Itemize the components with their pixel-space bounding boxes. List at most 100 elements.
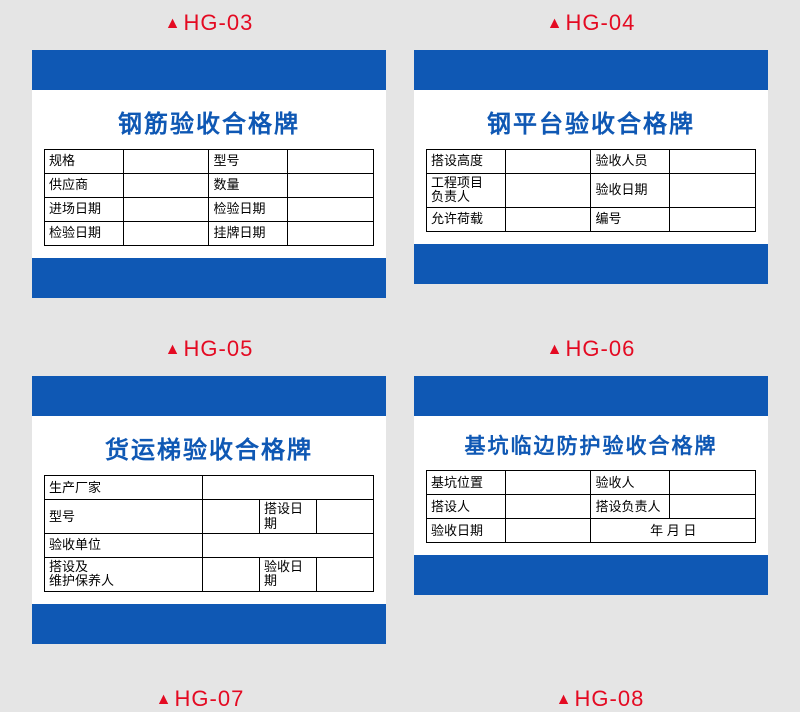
table-value-cell (288, 198, 374, 222)
blue-bar-top (414, 50, 768, 90)
table-label-cell: 验收日期 (591, 174, 670, 208)
table-row: 型号 搭设日期 (45, 500, 374, 534)
sign-title: 钢筋验收合格牌 (118, 104, 300, 139)
table-label-cell: 挂牌日期 (209, 222, 288, 246)
table-row: 搭设高度 验收人员 (427, 150, 756, 174)
table-label-cell: 型号 (45, 500, 203, 534)
table-row: 搭设及维护保养人验收日期 (45, 558, 374, 592)
blue-bar-bottom (32, 258, 386, 298)
table-value-cell (123, 150, 209, 174)
table-label-cell: 验收单位 (45, 534, 203, 558)
table-value-cell (202, 476, 373, 500)
code-text: HG-07 (175, 686, 245, 711)
table-value-cell (505, 174, 591, 208)
sign-title: 钢平台验收合格牌 (487, 104, 695, 139)
table-value-cell (505, 495, 591, 519)
cell-hg05: ▲HG-03 钢筋验收合格牌 规格型号供应商数量进场日期 检验日期检验日期挂牌日期 (18, 0, 400, 326)
sign-table-1: 规格型号供应商数量进场日期 检验日期检验日期挂牌日期 (44, 149, 374, 246)
sign-body: 基坑临边防护验收合格牌 基坑位置验收人搭设人搭设负责人验收日期年 月 日 (414, 416, 768, 555)
table-value-cell (670, 150, 756, 174)
blue-bar-bottom (32, 604, 386, 644)
blue-bar-top (414, 376, 768, 416)
table-label-cell: 搭设及维护保养人 (45, 558, 203, 592)
table-value-cell (505, 519, 591, 543)
table-value-cell (505, 471, 591, 495)
table-label-cell: 型号 (209, 150, 288, 174)
table-row: 进场日期 检验日期 (45, 198, 374, 222)
table-row: 检验日期挂牌日期 (45, 222, 374, 246)
cell-hg07: ▲HG-05 货运梯验收合格牌 生产厂家型号 搭设日期验收单位搭设及维护保养人验收… (18, 326, 400, 672)
code-label-mid-right: ▲HG-06 (547, 336, 636, 362)
table-row: 基坑位置 验收人 (427, 471, 756, 495)
table-value-cell (670, 471, 756, 495)
triangle-icon: ▲ (165, 15, 182, 32)
triangle-icon: ▲ (547, 341, 564, 358)
table-label-cell: 进场日期 (45, 198, 124, 222)
blue-bar-bottom (414, 244, 768, 284)
table-value-cell (123, 222, 209, 246)
blue-bar-top (32, 376, 386, 416)
table-row: 供应商数量 (45, 174, 374, 198)
triangle-icon: ▲ (156, 691, 173, 708)
sign-card-1: 钢筋验收合格牌 规格型号供应商数量进场日期 检验日期检验日期挂牌日期 (32, 50, 386, 298)
cell-hg08: ▲HG-06 基坑临边防护验收合格牌 基坑位置验收人搭设人搭设负责人验收日期年 … (400, 326, 782, 672)
sign-title: 货运梯验收合格牌 (105, 430, 313, 465)
sign-grid: ▲HG-03 钢筋验收合格牌 规格型号供应商数量进场日期检验日期检验日期挂牌日期… (0, 0, 800, 672)
table-value-cell (123, 174, 209, 198)
table-label-cell: 验收人 (591, 471, 670, 495)
table-value-cell (202, 558, 259, 592)
sign-card-4: 基坑临边防护验收合格牌 基坑位置验收人搭设人搭设负责人验收日期年 月 日 (414, 376, 768, 595)
table-value-cell (288, 150, 374, 174)
sign-table-2: 搭设高度 验收人员工程项目负责人 验收日期允许荷载 编号 (426, 149, 756, 232)
table-label-cell: 检验日期 (209, 198, 288, 222)
sign-card-2: 钢平台验收合格牌 搭设高度 验收人员工程项目负责人 验收日期允许荷载 编号 (414, 50, 768, 284)
table-row: 生产厂家 (45, 476, 374, 500)
cell-hg06: ▲HG-04 钢平台验收合格牌 搭设高度 验收人员工程项目负责人 验收日期允许荷载 编… (400, 0, 782, 326)
table-label-cell: 年 月 日 (591, 519, 756, 543)
code-text: HG-08 (575, 686, 645, 711)
sign-card-3: 货运梯验收合格牌 生产厂家型号 搭设日期验收单位搭设及维护保养人验收日期 (32, 376, 386, 643)
table-value-cell (505, 150, 591, 174)
table-value-cell (202, 534, 373, 558)
table-label-cell: 基坑位置 (427, 471, 506, 495)
code-text: HG-05 (184, 336, 254, 361)
code-label-top-left: ▲HG-03 (165, 10, 254, 36)
table-label-cell: 允许荷载 (427, 207, 506, 231)
triangle-icon: ▲ (165, 341, 182, 358)
sign-body: 钢平台验收合格牌 搭设高度 验收人员工程项目负责人 验收日期允许荷载 编号 (414, 90, 768, 244)
table-row: 搭设人搭设负责人 (427, 495, 756, 519)
sign-table-3: 生产厂家型号 搭设日期验收单位搭设及维护保养人验收日期 (44, 475, 374, 591)
table-label-cell: 搭设高度 (427, 150, 506, 174)
triangle-icon: ▲ (556, 691, 573, 708)
table-row: 验收单位 (45, 534, 374, 558)
table-value-cell (123, 198, 209, 222)
code-text: HG-04 (566, 10, 636, 35)
table-value-cell (288, 174, 374, 198)
blue-bar-bottom (414, 555, 768, 595)
code-text: HG-06 (566, 336, 636, 361)
table-row: 规格型号 (45, 150, 374, 174)
code-label-bottom-left: ▲HG-07 (156, 686, 245, 712)
code-label-bottom-right: ▲HG-08 (556, 686, 645, 712)
table-row: 允许荷载 编号 (427, 207, 756, 231)
table-label-cell: 验收日期 (427, 519, 506, 543)
table-value-cell (316, 558, 373, 592)
table-value-cell (316, 500, 373, 534)
table-label-cell: 生产厂家 (45, 476, 203, 500)
code-label-mid-left: ▲HG-05 (165, 336, 254, 362)
code-text: HG-03 (184, 10, 254, 35)
table-value-cell (670, 495, 756, 519)
table-value-cell (288, 222, 374, 246)
table-label-cell: 工程项目负责人 (427, 174, 506, 208)
bottom-labels-row: ▲HG-07 ▲HG-08 (0, 672, 800, 712)
table-label-cell: 验收人员 (591, 150, 670, 174)
table-value-cell (505, 207, 591, 231)
sign-body: 钢筋验收合格牌 规格型号供应商数量进场日期 检验日期检验日期挂牌日期 (32, 90, 386, 258)
table-row: 验收日期 年 月 日 (427, 519, 756, 543)
table-label-cell: 供应商 (45, 174, 124, 198)
table-label-cell: 编号 (591, 207, 670, 231)
code-label-top-right: ▲HG-04 (547, 10, 636, 36)
table-label-cell: 搭设日期 (259, 500, 316, 534)
table-value-cell (670, 174, 756, 208)
table-label-cell: 搭设人 (427, 495, 506, 519)
